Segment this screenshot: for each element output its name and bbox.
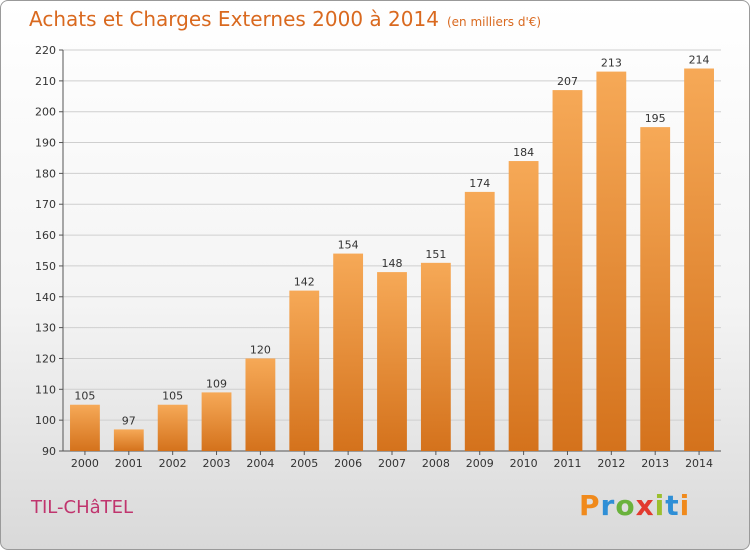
y-tick-labels: 90 100 110 120 130 140 150 160 170 180 190 200 210 22… xyxy=(35,44,56,458)
x-tick-label-2000: 2000 xyxy=(71,457,99,470)
data-label-2012: 213 xyxy=(601,57,622,70)
x-tick-label-2005: 2005 xyxy=(290,457,318,470)
bar-2013 xyxy=(640,127,671,451)
bars xyxy=(70,68,714,452)
y-tick-label: 190 xyxy=(35,137,56,150)
x-tick-label-2009: 2009 xyxy=(466,457,494,470)
bar-2006 xyxy=(333,253,364,451)
y-tick-label: 120 xyxy=(35,352,56,365)
x-tick-label-2002: 2002 xyxy=(159,457,187,470)
data-label-2011: 207 xyxy=(557,75,578,88)
x-tick-label-2011: 2011 xyxy=(553,457,581,470)
y-tick-label: 90 xyxy=(42,445,56,458)
bar-2007 xyxy=(377,272,407,451)
x-tick-label-2012: 2012 xyxy=(597,457,625,470)
logo-letter: t xyxy=(665,489,680,522)
x-tick-label-2006: 2006 xyxy=(334,457,362,470)
logo-letter: x xyxy=(635,489,655,522)
y-tick-label: 150 xyxy=(35,260,56,273)
logo-letter: P xyxy=(579,489,601,522)
data-label-2006: 154 xyxy=(338,239,359,252)
y-tick-label: 180 xyxy=(35,167,56,180)
y-tick-label: 210 xyxy=(35,75,56,88)
x-tick-label-2007: 2007 xyxy=(378,457,406,470)
x-tick-label-2003: 2003 xyxy=(203,457,231,470)
data-label-2002: 105 xyxy=(162,390,183,403)
data-label-2003: 109 xyxy=(206,377,227,390)
y-tick-label: 160 xyxy=(35,229,56,242)
data-label-2000: 105 xyxy=(74,390,95,403)
data-label-2010: 184 xyxy=(513,146,534,159)
bar-2004 xyxy=(245,358,276,451)
y-tick-label: 100 xyxy=(35,414,56,427)
x-tick-label-2001: 2001 xyxy=(115,457,143,470)
logo-letter: i xyxy=(679,489,691,522)
bar-2010 xyxy=(508,161,539,452)
bar-2001 xyxy=(113,429,144,451)
proxiti-logo: Proxiti xyxy=(579,489,690,522)
data-label-2013: 195 xyxy=(645,112,666,125)
y-tick-label: 170 xyxy=(35,198,56,211)
bar-2008 xyxy=(420,262,451,451)
data-labels: 105 97 105 109 120 142 154 148 151 174 184 207 213 19… xyxy=(74,54,709,428)
logo-letter: i xyxy=(654,489,666,522)
bar-2003 xyxy=(201,392,232,451)
x-tick-label-2013: 2013 xyxy=(641,457,669,470)
y-tick-label: 110 xyxy=(35,383,56,396)
x-tick-label-2010: 2010 xyxy=(510,457,538,470)
data-label-2008: 151 xyxy=(425,248,446,261)
chart-subtitle: (en milliers d'€) xyxy=(446,15,542,29)
x-tick-labels: 2000 2001 2002 2003 2004 2005 2006 2007 2008 2009… xyxy=(71,457,713,470)
chart-title: Achats et Charges Externes 2000 à 2014 (e… xyxy=(29,7,541,31)
bar-2009 xyxy=(464,191,495,451)
data-label-2001: 97 xyxy=(122,414,136,427)
bar-2005 xyxy=(289,290,320,451)
logo-letter: o xyxy=(615,489,636,522)
bar-2002 xyxy=(157,404,188,451)
data-label-2005: 142 xyxy=(294,276,315,289)
bar-2014 xyxy=(684,68,714,451)
y-tick-label: 220 xyxy=(35,44,56,57)
data-label-2014: 214 xyxy=(689,54,710,67)
y-tick-label: 140 xyxy=(35,291,56,304)
data-label-2004: 120 xyxy=(250,343,271,356)
logo-letter: r xyxy=(600,489,616,522)
chart-title-text: Achats et Charges Externes 2000 à 2014 xyxy=(29,7,439,31)
x-tick-label-2004: 2004 xyxy=(246,457,274,470)
bar-2000 xyxy=(70,404,100,451)
location-name: TIL-CHâTEL xyxy=(31,497,134,518)
x-tick-label-2014: 2014 xyxy=(685,457,713,470)
bar-2011 xyxy=(552,90,583,451)
x-tick-label-2008: 2008 xyxy=(422,457,450,470)
bar-2012 xyxy=(596,71,627,451)
data-label-2007: 148 xyxy=(382,257,403,270)
y-tick-label: 130 xyxy=(35,322,56,335)
y-tick-label: 200 xyxy=(35,106,56,119)
data-label-2009: 174 xyxy=(469,177,490,190)
